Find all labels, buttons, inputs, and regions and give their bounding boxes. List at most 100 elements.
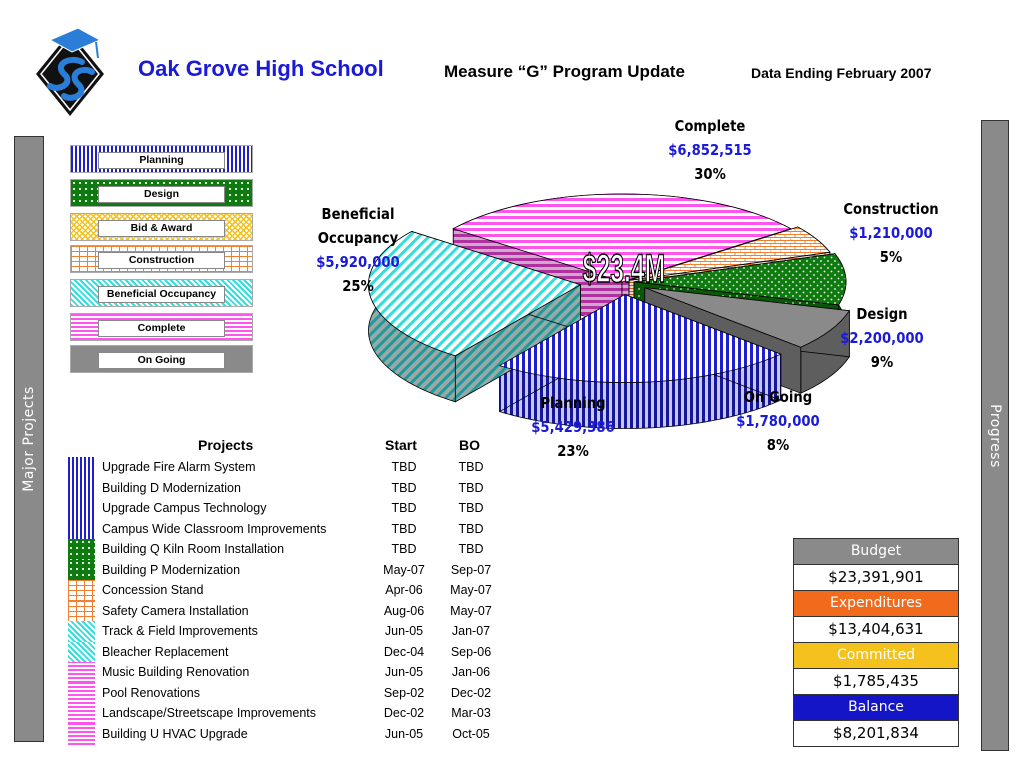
slice-name: Design [856, 305, 908, 323]
budget-value: $23,391,901 [794, 565, 958, 591]
pie-slice-on-going [644, 287, 851, 348]
committed-header: Committed [794, 643, 958, 669]
major-projects-sidebar: Major Projects [14, 136, 44, 742]
project-start: Dec-04 [383, 644, 425, 659]
table-row: Track & Field Improvements Jun-05 Jan-07 [66, 621, 536, 642]
phase-legend: Planning Design Bid & Award Construction… [70, 145, 253, 375]
project-start: Apr-06 [385, 583, 423, 597]
project-bo: Sep-07 [450, 562, 492, 577]
project-name: Bleacher Replacement [102, 644, 229, 659]
slice-name: Complete [674, 117, 746, 135]
pie-slice-design [633, 253, 847, 306]
table-row: Pool Renovations Sep-02 Dec-02 [66, 682, 536, 704]
legend-design: Design [70, 179, 253, 207]
project-start: TBD [391, 542, 417, 556]
phase-swatch [68, 662, 95, 683]
slice-label-planning: Planning $5,429,386 23% [511, 391, 634, 463]
balance-header: Balance [794, 695, 958, 721]
legend-label: On Going [98, 352, 225, 369]
table-row: Building Q Kiln Room Installation TBD TBD [66, 539, 536, 560]
start-header: Start [385, 437, 417, 453]
project-start: May-07 [383, 562, 425, 577]
slice-label-beneficial-occupancy: Beneficial Occupancy $5,920,000 25% [296, 202, 419, 298]
table-row: Building D Modernization TBD TBD [66, 477, 536, 499]
legend-label: Beneficial Occupancy [98, 286, 225, 303]
slice-name: Construction [843, 200, 939, 218]
slice-amount: $5,920,000 [316, 253, 400, 271]
project-start: Dec-02 [383, 706, 425, 720]
table-row: Upgrade Fire Alarm System TBD TBD [66, 457, 536, 478]
project-bo: May-07 [450, 583, 492, 597]
table-row: Concession Stand Apr-06 May-07 [66, 580, 536, 601]
project-bo: TBD [458, 460, 484, 474]
phase-swatch [68, 621, 95, 642]
project-bo: TBD [458, 480, 484, 495]
project-bo: Oct-05 [452, 726, 490, 741]
slice-amount: $2,200,000 [840, 329, 924, 347]
legend-bid-award: Bid & Award [70, 213, 253, 241]
project-start: Jun-05 [384, 624, 424, 638]
projects-header: Projects [198, 437, 254, 453]
project-name: Upgrade Fire Alarm System [102, 460, 256, 474]
slice-name-line2: Occupancy [317, 229, 399, 247]
pie-slice-beneficial-occupancy [368, 231, 582, 357]
project-start: TBD [391, 501, 417, 515]
phase-swatch [68, 682, 95, 704]
project-name: Upgrade Campus Technology [102, 501, 267, 515]
expenditures-header: Expenditures [794, 591, 958, 617]
slice-label-construction: Construction $1,210,000 5% [825, 197, 957, 269]
slice-label-complete: Complete $6,852,515 30% [648, 114, 771, 186]
slice-amount: $1,780,000 [736, 412, 820, 430]
project-start: Jun-05 [384, 726, 424, 741]
legend-complete: Complete [70, 313, 253, 341]
project-name: Concession Stand [102, 583, 204, 597]
table-row: Building U HVAC Upgrade Jun-05 Oct-05 [66, 723, 536, 745]
project-name: Music Building Renovation [102, 665, 250, 679]
table-row: Campus Wide Classroom Improvements TBD TBD [66, 518, 536, 540]
project-bo: TBD [458, 521, 484, 536]
project-start: TBD [391, 480, 417, 495]
slice-amount: $1,210,000 [849, 224, 933, 242]
slice-name: On Going [743, 388, 813, 406]
legend-label: Complete [98, 320, 225, 337]
phase-swatch [68, 580, 95, 601]
phase-swatch [68, 600, 95, 622]
project-name: Safety Camera Installation [102, 603, 249, 618]
project-start: Sep-02 [383, 685, 425, 700]
committed-value: $1,785,435 [794, 669, 958, 695]
legend-label: Construction [98, 252, 225, 269]
project-bo: Jan-06 [451, 665, 491, 679]
project-start: TBD [391, 460, 417, 474]
phase-swatch [68, 498, 95, 519]
budget-header: Budget [794, 539, 958, 565]
legend-beneficial-occupancy: Beneficial Occupancy [70, 279, 253, 307]
legend-on-going: On Going [70, 345, 253, 373]
legend-label: Bid & Award [98, 220, 225, 237]
slice-label-design: Design $2,200,000 9% [820, 302, 943, 374]
pie-slice-complete [452, 193, 792, 283]
project-start: Aug-06 [383, 603, 425, 618]
legend-label: Planning [98, 152, 225, 169]
table-row: Safety Camera Installation Aug-06 May-07 [66, 600, 536, 622]
data-ending-label: Data Ending February 2007 [751, 65, 932, 81]
pie-slice-planning [498, 294, 782, 383]
legend-planning: Planning [70, 145, 253, 173]
project-start: Jun-05 [384, 665, 424, 679]
bo-header: BO [459, 437, 480, 453]
balance-value: $8,201,834 [833, 724, 919, 742]
project-bo: Mar-03 [451, 706, 491, 720]
table-row: Upgrade Campus Technology TBD TBD [66, 498, 536, 519]
slice-label-on-going: On Going $1,780,000 8% [716, 385, 839, 457]
project-name: Pool Renovations [102, 685, 200, 700]
project-name: Landscape/Streetscape Improvements [102, 706, 317, 720]
project-bo: Dec-02 [450, 685, 492, 700]
phase-swatch [68, 457, 95, 478]
project-bo: Jan-07 [451, 624, 491, 638]
legend-label: Design [98, 186, 225, 203]
slice-percent: 9% [870, 353, 894, 371]
table-row: Music Building Renovation Jun-05 Jan-06 [66, 662, 536, 683]
slice-percent: 23% [557, 442, 589, 460]
progress-sidebar: Progress [981, 120, 1009, 751]
table-row: Building P Modernization May-07 Sep-07 [66, 559, 536, 581]
